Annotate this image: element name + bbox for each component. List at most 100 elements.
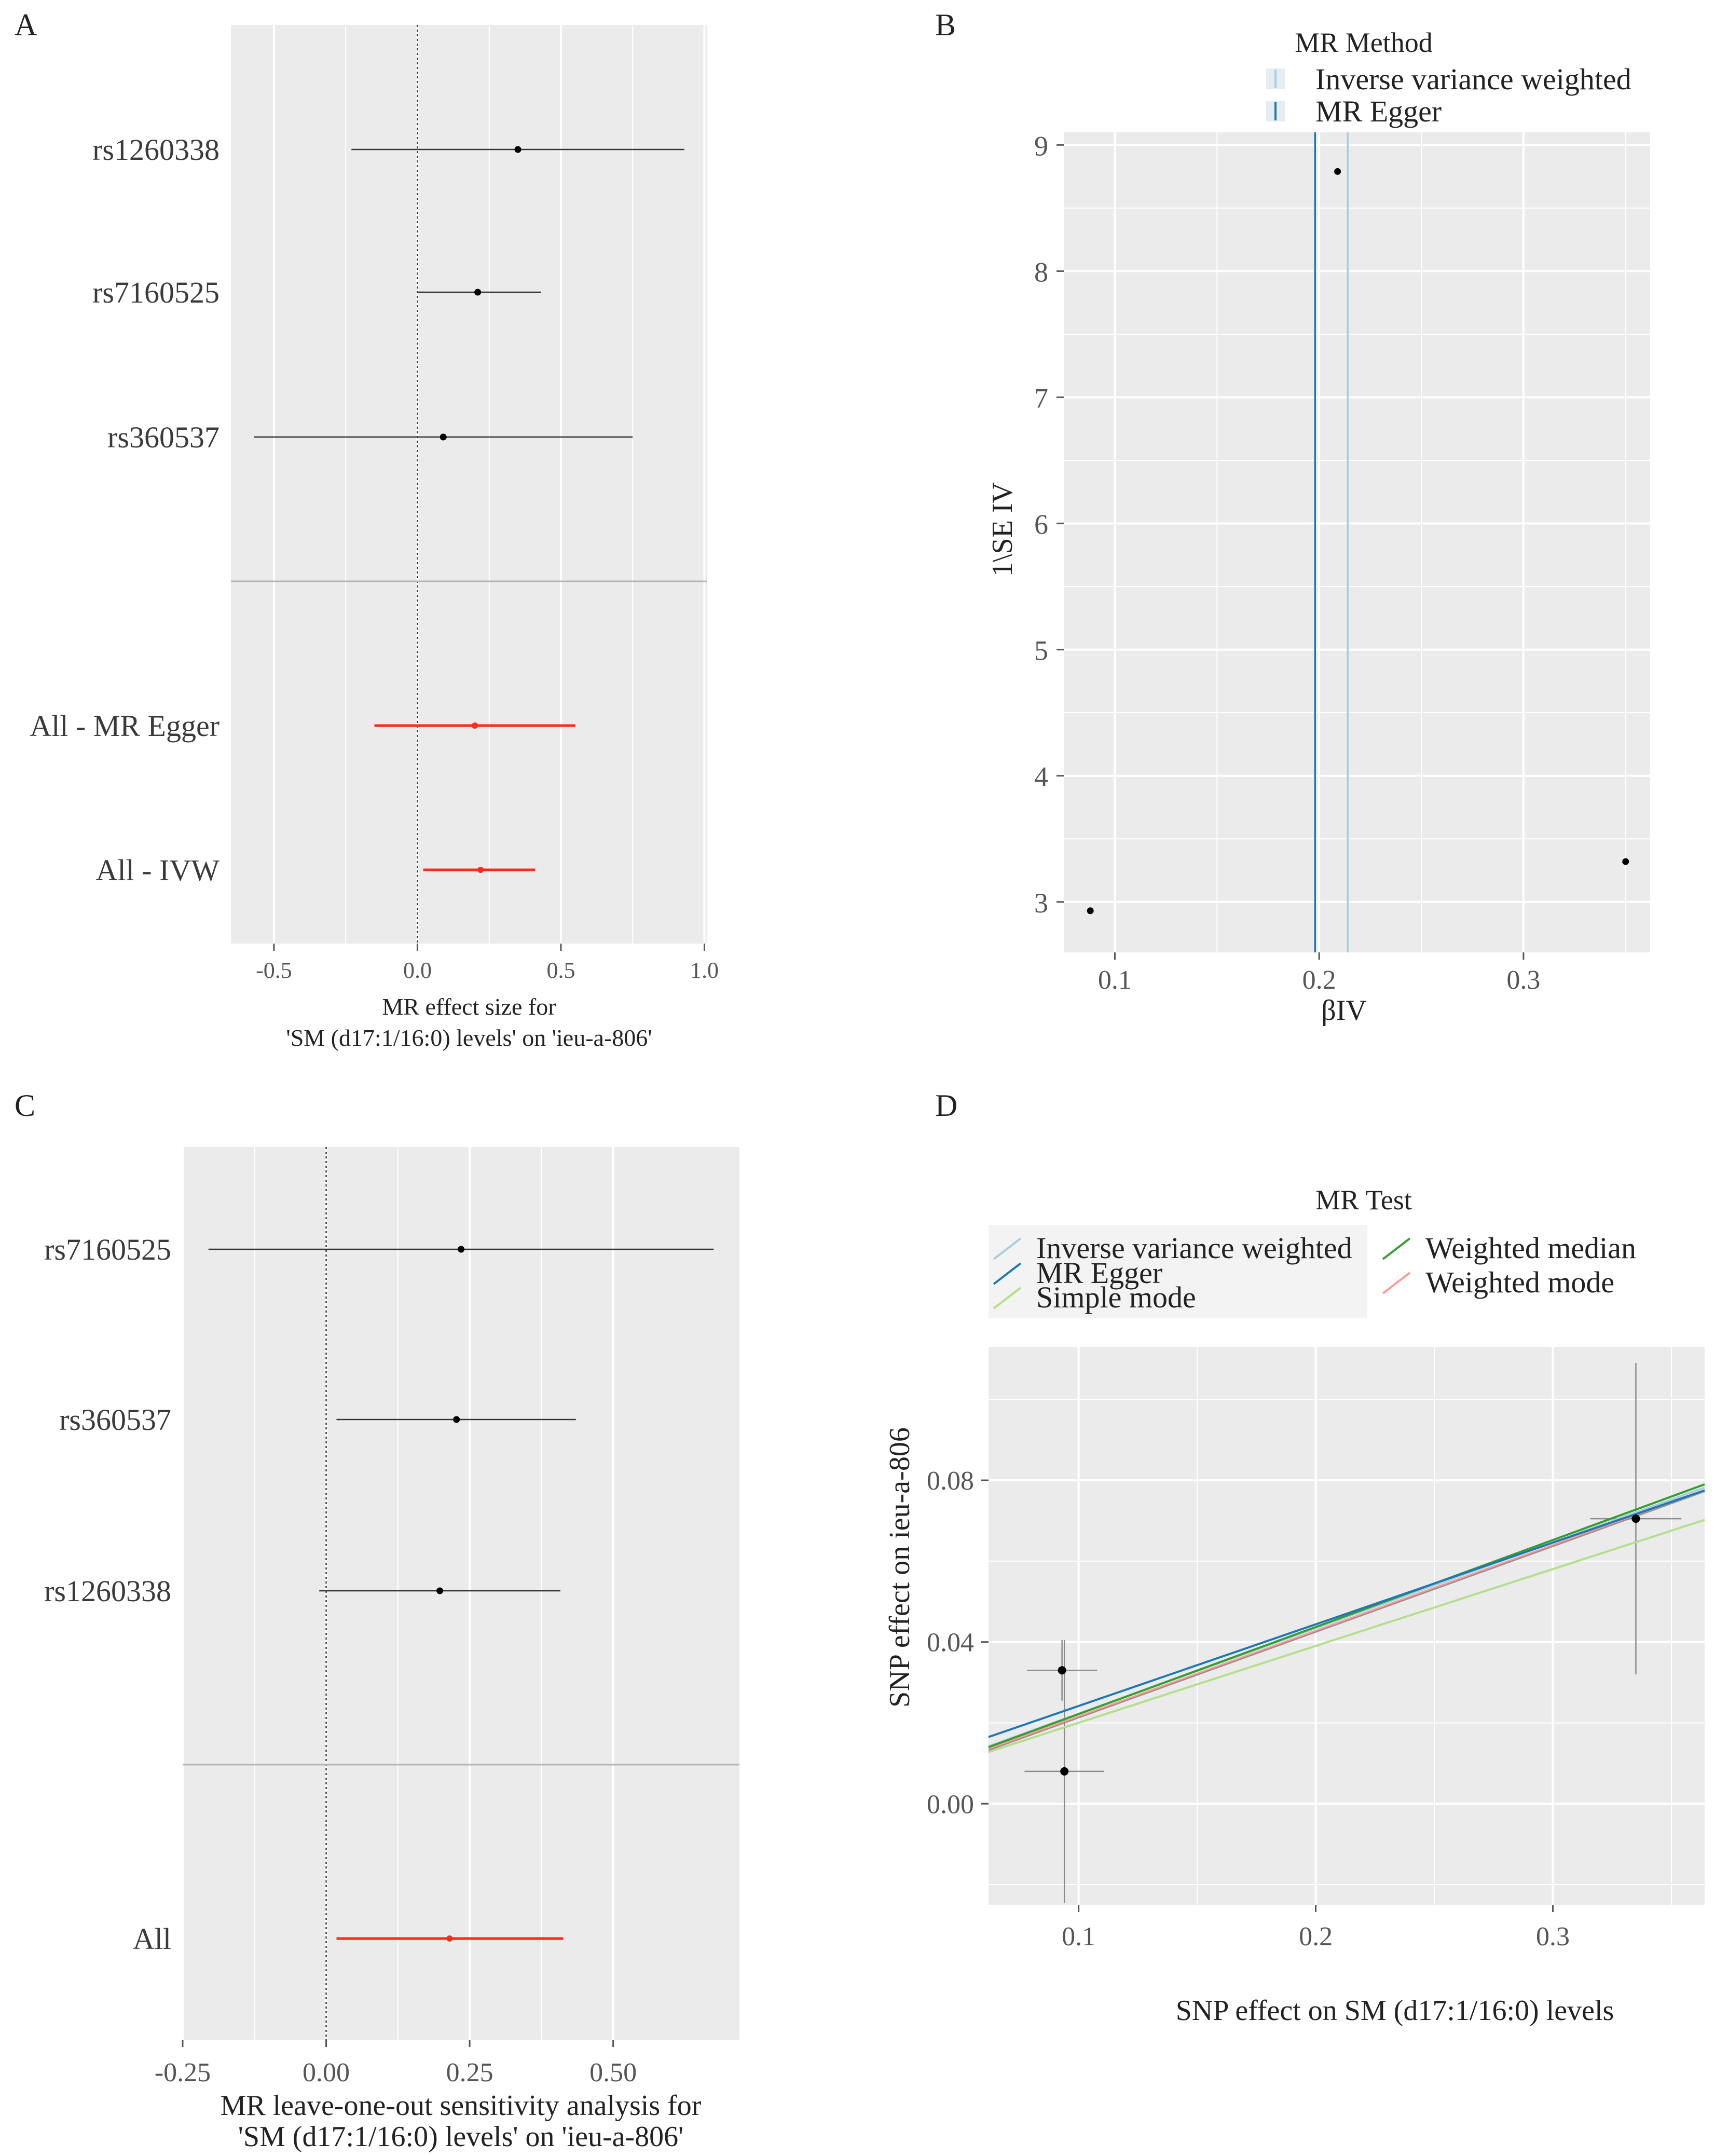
panel-c-ticks: rs7160525 rs360537 rs1260338 All -0.25 0.00 0.… bbox=[44, 1233, 637, 2087]
panel-d-legend-label: Weighted mode bbox=[1425, 1265, 1614, 1299]
pC-row-label: rs1260338 bbox=[44, 1574, 171, 1608]
panel-c-xlabel-line1: MR leave-one-out sensitivity analysis fo… bbox=[221, 2090, 702, 2122]
panel-d-legend-key bbox=[993, 1262, 1022, 1285]
panel-b-y-tick-label: 6 bbox=[1034, 509, 1048, 540]
panel-d-xlabel: SNP effect on SM (d17:1/16:0) levels bbox=[1176, 1995, 1614, 2027]
pA-estimate-point bbox=[440, 433, 447, 441]
pA-row-label: rs1260338 bbox=[92, 133, 219, 167]
panel-b-grid bbox=[1064, 132, 1650, 952]
panel-c-grid bbox=[182, 1147, 614, 2040]
panel-b-background bbox=[1064, 132, 1650, 952]
panel-b-ticks: 0.1 0.2 0.3 3 4 5 6 7 8 9 bbox=[1034, 130, 1540, 995]
panel-d-legend-bg bbox=[989, 1225, 1367, 1318]
panel-b-x-tick-label: 0.1 bbox=[1098, 965, 1132, 995]
panel-b-y-tick-label: 4 bbox=[1034, 761, 1048, 793]
pC-row-label: rs7160525 bbox=[44, 1233, 171, 1266]
pC-estimate-point bbox=[458, 1246, 464, 1253]
panel-c-background bbox=[183, 1147, 739, 2040]
panel-b-marks bbox=[1087, 132, 1629, 952]
panel-a-xlabel-line1: MR effect size for bbox=[382, 993, 556, 1020]
pC-estimate-point bbox=[436, 1587, 444, 1594]
panel-label-b: B bbox=[935, 8, 956, 42]
panel-b-legend-label: MR Egger bbox=[1315, 94, 1442, 128]
pC-estimate-point bbox=[453, 1416, 460, 1423]
panel-b-xlabel: βIV bbox=[1321, 994, 1367, 1027]
panel-d-fit-line bbox=[988, 1489, 1705, 1738]
forest-plot-a: rs1260338 rs7160525 rs360537 All - MR Egger… bbox=[30, 25, 719, 1051]
panel-d-fit-line bbox=[988, 1491, 1705, 1751]
panel-d-legend-label: Weighted median bbox=[1425, 1231, 1636, 1265]
panel-a-marks bbox=[231, 25, 707, 944]
panel-a-ticks: rs1260338 rs7160525 rs360537 All - MR Egger… bbox=[30, 133, 719, 983]
panel-b-y-tick-label: 7 bbox=[1034, 383, 1048, 414]
panel-a-background bbox=[231, 25, 707, 944]
panel-c-xlabel-line2: 'SM (d17:1/16:0) levels' on 'ieu-a-806' bbox=[238, 2121, 683, 2153]
panel-d-x-tick-label: 0.1 bbox=[1062, 1922, 1095, 1952]
pA-x-tick-label: -0.5 bbox=[256, 958, 292, 983]
panel-d-point bbox=[1631, 1514, 1640, 1523]
pC-row-label: rs360537 bbox=[59, 1403, 171, 1437]
panel-d-ylabel: SNP effect on ieu-a-806 bbox=[884, 1427, 916, 1708]
panel-b-y-tick-label: 8 bbox=[1034, 256, 1048, 288]
pC-x-tick-label: -0.25 bbox=[155, 2058, 211, 2087]
panel-d-y-tick-label: 0.04 bbox=[927, 1628, 974, 1658]
panel-d-legend-key bbox=[1382, 1272, 1411, 1294]
pC-estimate-point bbox=[446, 1935, 453, 1942]
panel-b-point bbox=[1087, 907, 1094, 915]
panel-b-legend-title: MR Method bbox=[1295, 27, 1433, 58]
panel-d-legend-label: Simple mode bbox=[1036, 1280, 1196, 1314]
panel-d-legend-label: Inverse variance weighted bbox=[1036, 1231, 1352, 1265]
pA-estimate-point bbox=[477, 867, 484, 873]
pA-x-tick-label: 0.0 bbox=[403, 958, 432, 983]
pA-x-tick-label: 1.0 bbox=[690, 958, 719, 983]
pC-row-label: All bbox=[133, 1922, 171, 1956]
panel-b-point bbox=[1334, 168, 1341, 175]
pC-x-tick-label: 0.00 bbox=[303, 2058, 350, 2087]
panel-d-ticks: 0.1 0.2 0.3 0.00 0.04 0.08 bbox=[927, 1466, 1570, 1952]
panel-d-legend-key bbox=[993, 1287, 1022, 1309]
panel-b-x-tick-label: 0.3 bbox=[1506, 965, 1540, 995]
panel-d-legend-label: MR Egger bbox=[1036, 1256, 1162, 1290]
pC-x-tick-label: 0.25 bbox=[446, 2058, 493, 2087]
panel-d-x-tick-label: 0.2 bbox=[1299, 1922, 1333, 1952]
panel-d-legend-key bbox=[1382, 1237, 1411, 1260]
forest-plot-c: rs7160525 rs360537 rs1260338 All -0.25 0.00 0.… bbox=[44, 1147, 739, 2153]
panel-d-y-tick-label: 0.08 bbox=[927, 1466, 974, 1496]
panel-d-fit-line bbox=[988, 1483, 1705, 1749]
panel-d-y-tick-label: 0.00 bbox=[927, 1790, 974, 1819]
panel-d-x-tick-label: 0.3 bbox=[1536, 1922, 1570, 1952]
panel-d-grid bbox=[989, 1347, 1705, 1905]
panel-b-legend-label: Inverse variance weighted bbox=[1315, 62, 1631, 96]
panel-b-y-tick-label: 5 bbox=[1034, 635, 1048, 666]
panel-label-d: D bbox=[935, 1088, 957, 1123]
panel-d-point bbox=[1058, 1666, 1066, 1675]
pA-row-label: All - IVW bbox=[96, 853, 220, 887]
pA-row-label: All - MR Egger bbox=[30, 709, 219, 743]
panel-label-a: A bbox=[15, 8, 37, 42]
panel-b-y-tick-label: 3 bbox=[1034, 888, 1048, 919]
panel-b-y-tick-label: 9 bbox=[1034, 130, 1048, 161]
panel-b-x-tick-label: 0.2 bbox=[1302, 965, 1336, 995]
panel-a-grid bbox=[272, 25, 706, 944]
panel-d-background bbox=[989, 1347, 1705, 1905]
panel-d-marks bbox=[988, 1363, 1705, 1903]
panel-c-marks bbox=[183, 1147, 739, 2040]
pA-estimate-point bbox=[514, 146, 522, 153]
panel-d-point bbox=[1060, 1767, 1069, 1776]
pA-row-label: rs7160525 bbox=[92, 276, 219, 309]
pA-estimate-point bbox=[472, 722, 478, 729]
panel-d-fit-line bbox=[988, 1489, 1705, 1750]
pA-x-tick-label: 0.5 bbox=[546, 958, 575, 983]
panel-d-legend-key bbox=[993, 1237, 1022, 1260]
panel-b-ylabel: 1\SE IV bbox=[986, 482, 1019, 577]
panel-label-c: C bbox=[15, 1088, 35, 1123]
panel-d-fit-line bbox=[988, 1519, 1705, 1753]
pC-x-tick-label: 0.50 bbox=[589, 2058, 637, 2087]
pA-estimate-point bbox=[474, 289, 482, 296]
panel-d-legend-title: MR Test bbox=[1315, 1184, 1412, 1216]
